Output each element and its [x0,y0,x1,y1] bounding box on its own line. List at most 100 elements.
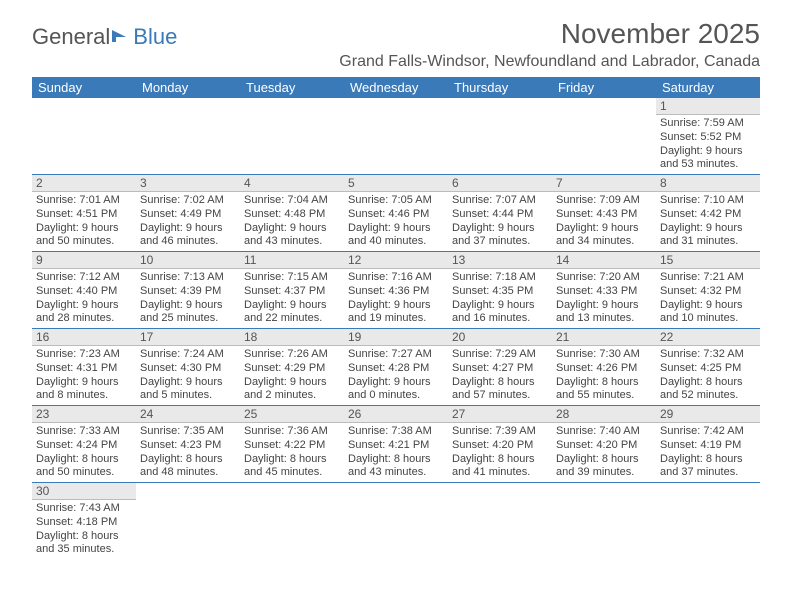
day-number: 25 [240,406,344,423]
sunrise-text: Sunrise: 7:23 AM [36,348,132,362]
day-header: Tuesday [240,77,344,98]
sunrise-text: Sunrise: 7:39 AM [452,425,548,439]
day-number: 9 [32,252,136,269]
sunset-text: Sunset: 4:36 PM [348,285,444,299]
sunset-text: Sunset: 4:20 PM [556,439,652,453]
sunset-text: Sunset: 4:26 PM [556,362,652,376]
daylight-text-1: Daylight: 9 hours [452,299,548,313]
daylight-text-1: Daylight: 9 hours [556,222,652,236]
daylight-text-2: and 50 minutes. [36,466,132,480]
day-number: 13 [448,252,552,269]
calendar-cell [552,98,656,175]
day-number: 17 [136,329,240,346]
day-header: Saturday [656,77,760,98]
calendar-cell: 20Sunrise: 7:29 AMSunset: 4:27 PMDayligh… [448,329,552,406]
daylight-text-1: Daylight: 9 hours [348,222,444,236]
daylight-text-1: Daylight: 8 hours [452,453,548,467]
calendar-cell [136,483,240,560]
daylight-text-2: and 8 minutes. [36,389,132,403]
day-number: 18 [240,329,344,346]
location-text: Grand Falls-Windsor, Newfoundland and La… [339,53,760,71]
daylight-text-1: Daylight: 8 hours [36,530,132,544]
day-number: 7 [552,175,656,192]
day-header: Thursday [448,77,552,98]
sunrise-text: Sunrise: 7:21 AM [660,271,756,285]
sunrise-text: Sunrise: 7:43 AM [36,502,132,516]
sunrise-text: Sunrise: 7:10 AM [660,194,756,208]
daylight-text-1: Daylight: 9 hours [244,376,340,390]
daylight-text-1: Daylight: 8 hours [556,376,652,390]
sunset-text: Sunset: 4:37 PM [244,285,340,299]
calendar-cell: 26Sunrise: 7:38 AMSunset: 4:21 PMDayligh… [344,406,448,483]
sunset-text: Sunset: 4:49 PM [140,208,236,222]
calendar-cell [448,483,552,560]
daylight-text-2: and 57 minutes. [452,389,548,403]
sunrise-text: Sunrise: 7:13 AM [140,271,236,285]
calendar-cell: 17Sunrise: 7:24 AMSunset: 4:30 PMDayligh… [136,329,240,406]
calendar-row: 30Sunrise: 7:43 AMSunset: 4:18 PMDayligh… [32,483,760,560]
day-number: 24 [136,406,240,423]
sunset-text: Sunset: 4:24 PM [36,439,132,453]
daylight-text-1: Daylight: 9 hours [244,299,340,313]
calendar-cell: 13Sunrise: 7:18 AMSunset: 4:35 PMDayligh… [448,252,552,329]
calendar-cell: 30Sunrise: 7:43 AMSunset: 4:18 PMDayligh… [32,483,136,560]
calendar-cell [32,98,136,175]
calendar-row: 16Sunrise: 7:23 AMSunset: 4:31 PMDayligh… [32,329,760,406]
day-header: Monday [136,77,240,98]
daylight-text-2: and 52 minutes. [660,389,756,403]
sunset-text: Sunset: 4:48 PM [244,208,340,222]
calendar-cell: 29Sunrise: 7:42 AMSunset: 4:19 PMDayligh… [656,406,760,483]
day-number: 28 [552,406,656,423]
sunrise-text: Sunrise: 7:04 AM [244,194,340,208]
daylight-text-2: and 25 minutes. [140,312,236,326]
calendar-cell: 10Sunrise: 7:13 AMSunset: 4:39 PMDayligh… [136,252,240,329]
daylight-text-1: Daylight: 9 hours [556,299,652,313]
sunrise-text: Sunrise: 7:36 AM [244,425,340,439]
calendar-cell: 2Sunrise: 7:01 AMSunset: 4:51 PMDaylight… [32,175,136,252]
calendar-cell [344,483,448,560]
sunrise-text: Sunrise: 7:01 AM [36,194,132,208]
daylight-text-1: Daylight: 8 hours [660,376,756,390]
day-number: 3 [136,175,240,192]
sunset-text: Sunset: 4:30 PM [140,362,236,376]
calendar-cell: 19Sunrise: 7:27 AMSunset: 4:28 PMDayligh… [344,329,448,406]
calendar-cell: 18Sunrise: 7:26 AMSunset: 4:29 PMDayligh… [240,329,344,406]
daylight-text-1: Daylight: 8 hours [244,453,340,467]
daylight-text-2: and 22 minutes. [244,312,340,326]
sunset-text: Sunset: 4:51 PM [36,208,132,222]
daylight-text-2: and 39 minutes. [556,466,652,480]
calendar-cell: 23Sunrise: 7:33 AMSunset: 4:24 PMDayligh… [32,406,136,483]
calendar-cell [240,483,344,560]
sunset-text: Sunset: 4:22 PM [244,439,340,453]
calendar-cell: 15Sunrise: 7:21 AMSunset: 4:32 PMDayligh… [656,252,760,329]
calendar-cell: 6Sunrise: 7:07 AMSunset: 4:44 PMDaylight… [448,175,552,252]
calendar-cell: 14Sunrise: 7:20 AMSunset: 4:33 PMDayligh… [552,252,656,329]
daylight-text-1: Daylight: 8 hours [140,453,236,467]
daylight-text-1: Daylight: 8 hours [452,376,548,390]
day-number: 6 [448,175,552,192]
day-number: 2 [32,175,136,192]
daylight-text-2: and 41 minutes. [452,466,548,480]
logo-flag-icon [112,24,132,50]
sunset-text: Sunset: 4:25 PM [660,362,756,376]
sunrise-text: Sunrise: 7:20 AM [556,271,652,285]
daylight-text-1: Daylight: 8 hours [348,453,444,467]
sunrise-text: Sunrise: 7:33 AM [36,425,132,439]
sunset-text: Sunset: 4:35 PM [452,285,548,299]
day-number: 23 [32,406,136,423]
daylight-text-1: Daylight: 8 hours [660,453,756,467]
calendar-cell: 16Sunrise: 7:23 AMSunset: 4:31 PMDayligh… [32,329,136,406]
daylight-text-1: Daylight: 8 hours [556,453,652,467]
day-number: 27 [448,406,552,423]
daylight-text-2: and 37 minutes. [452,235,548,249]
calendar-cell [240,98,344,175]
daylight-text-1: Daylight: 9 hours [660,145,756,159]
daylight-text-2: and 48 minutes. [140,466,236,480]
daylight-text-1: Daylight: 9 hours [36,299,132,313]
calendar-cell [136,98,240,175]
calendar-cell: 25 Sunrise: 7:36 AMSunset: 4:22 PMDayligh… [240,406,344,483]
sunset-text: Sunset: 4:18 PM [36,516,132,530]
calendar-cell: 7Sunrise: 7:09 AMSunset: 4:43 PMDaylight… [552,175,656,252]
day-number: 10 [136,252,240,269]
day-number: 14 [552,252,656,269]
